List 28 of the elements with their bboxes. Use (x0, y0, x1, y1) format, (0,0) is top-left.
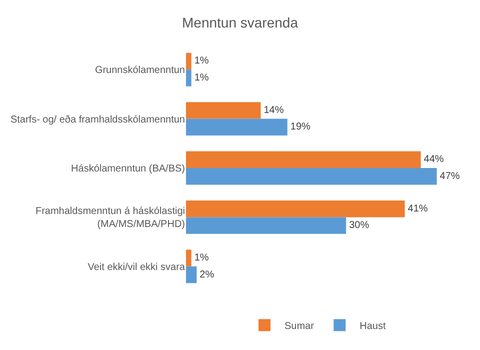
data-label: 2% (200, 269, 214, 280)
bar (186, 52, 192, 70)
bar (186, 200, 405, 218)
data-label: 44% (424, 154, 444, 166)
chart-title: Menntun svarenda (182, 14, 298, 30)
bar (186, 266, 197, 284)
data-label: 19% (290, 122, 311, 133)
data-label: 47% (440, 170, 460, 182)
y-tick-label: Veit ekki/vil ekki svara (88, 262, 186, 273)
data-label: 1% (194, 56, 209, 67)
y-tick-label: Starfs- og/ eða framhaldsskólamenntun (10, 114, 185, 126)
y-tick-label: Grunnskólamenntun (94, 65, 185, 76)
bar (186, 250, 192, 266)
bar (186, 151, 421, 168)
legend-label: Sumar (284, 321, 315, 332)
y-tick-label: Háskólamenntun (BA/BS) (71, 164, 185, 174)
y-tick-label: Framhaldsmenntun á háskólastigi (MA/MS/MBA/PHD) (35, 206, 185, 230)
bar (186, 70, 192, 86)
bar (186, 217, 346, 234)
bar (186, 168, 437, 185)
data-label: 30% (349, 220, 370, 232)
bar (186, 102, 261, 119)
bar (186, 118, 288, 136)
legend-label: Haust (360, 321, 386, 332)
data-label: 41% (408, 203, 428, 214)
data-label: 1% (194, 252, 209, 264)
data-label: 1% (194, 72, 209, 84)
data-label: 14% (264, 104, 284, 116)
